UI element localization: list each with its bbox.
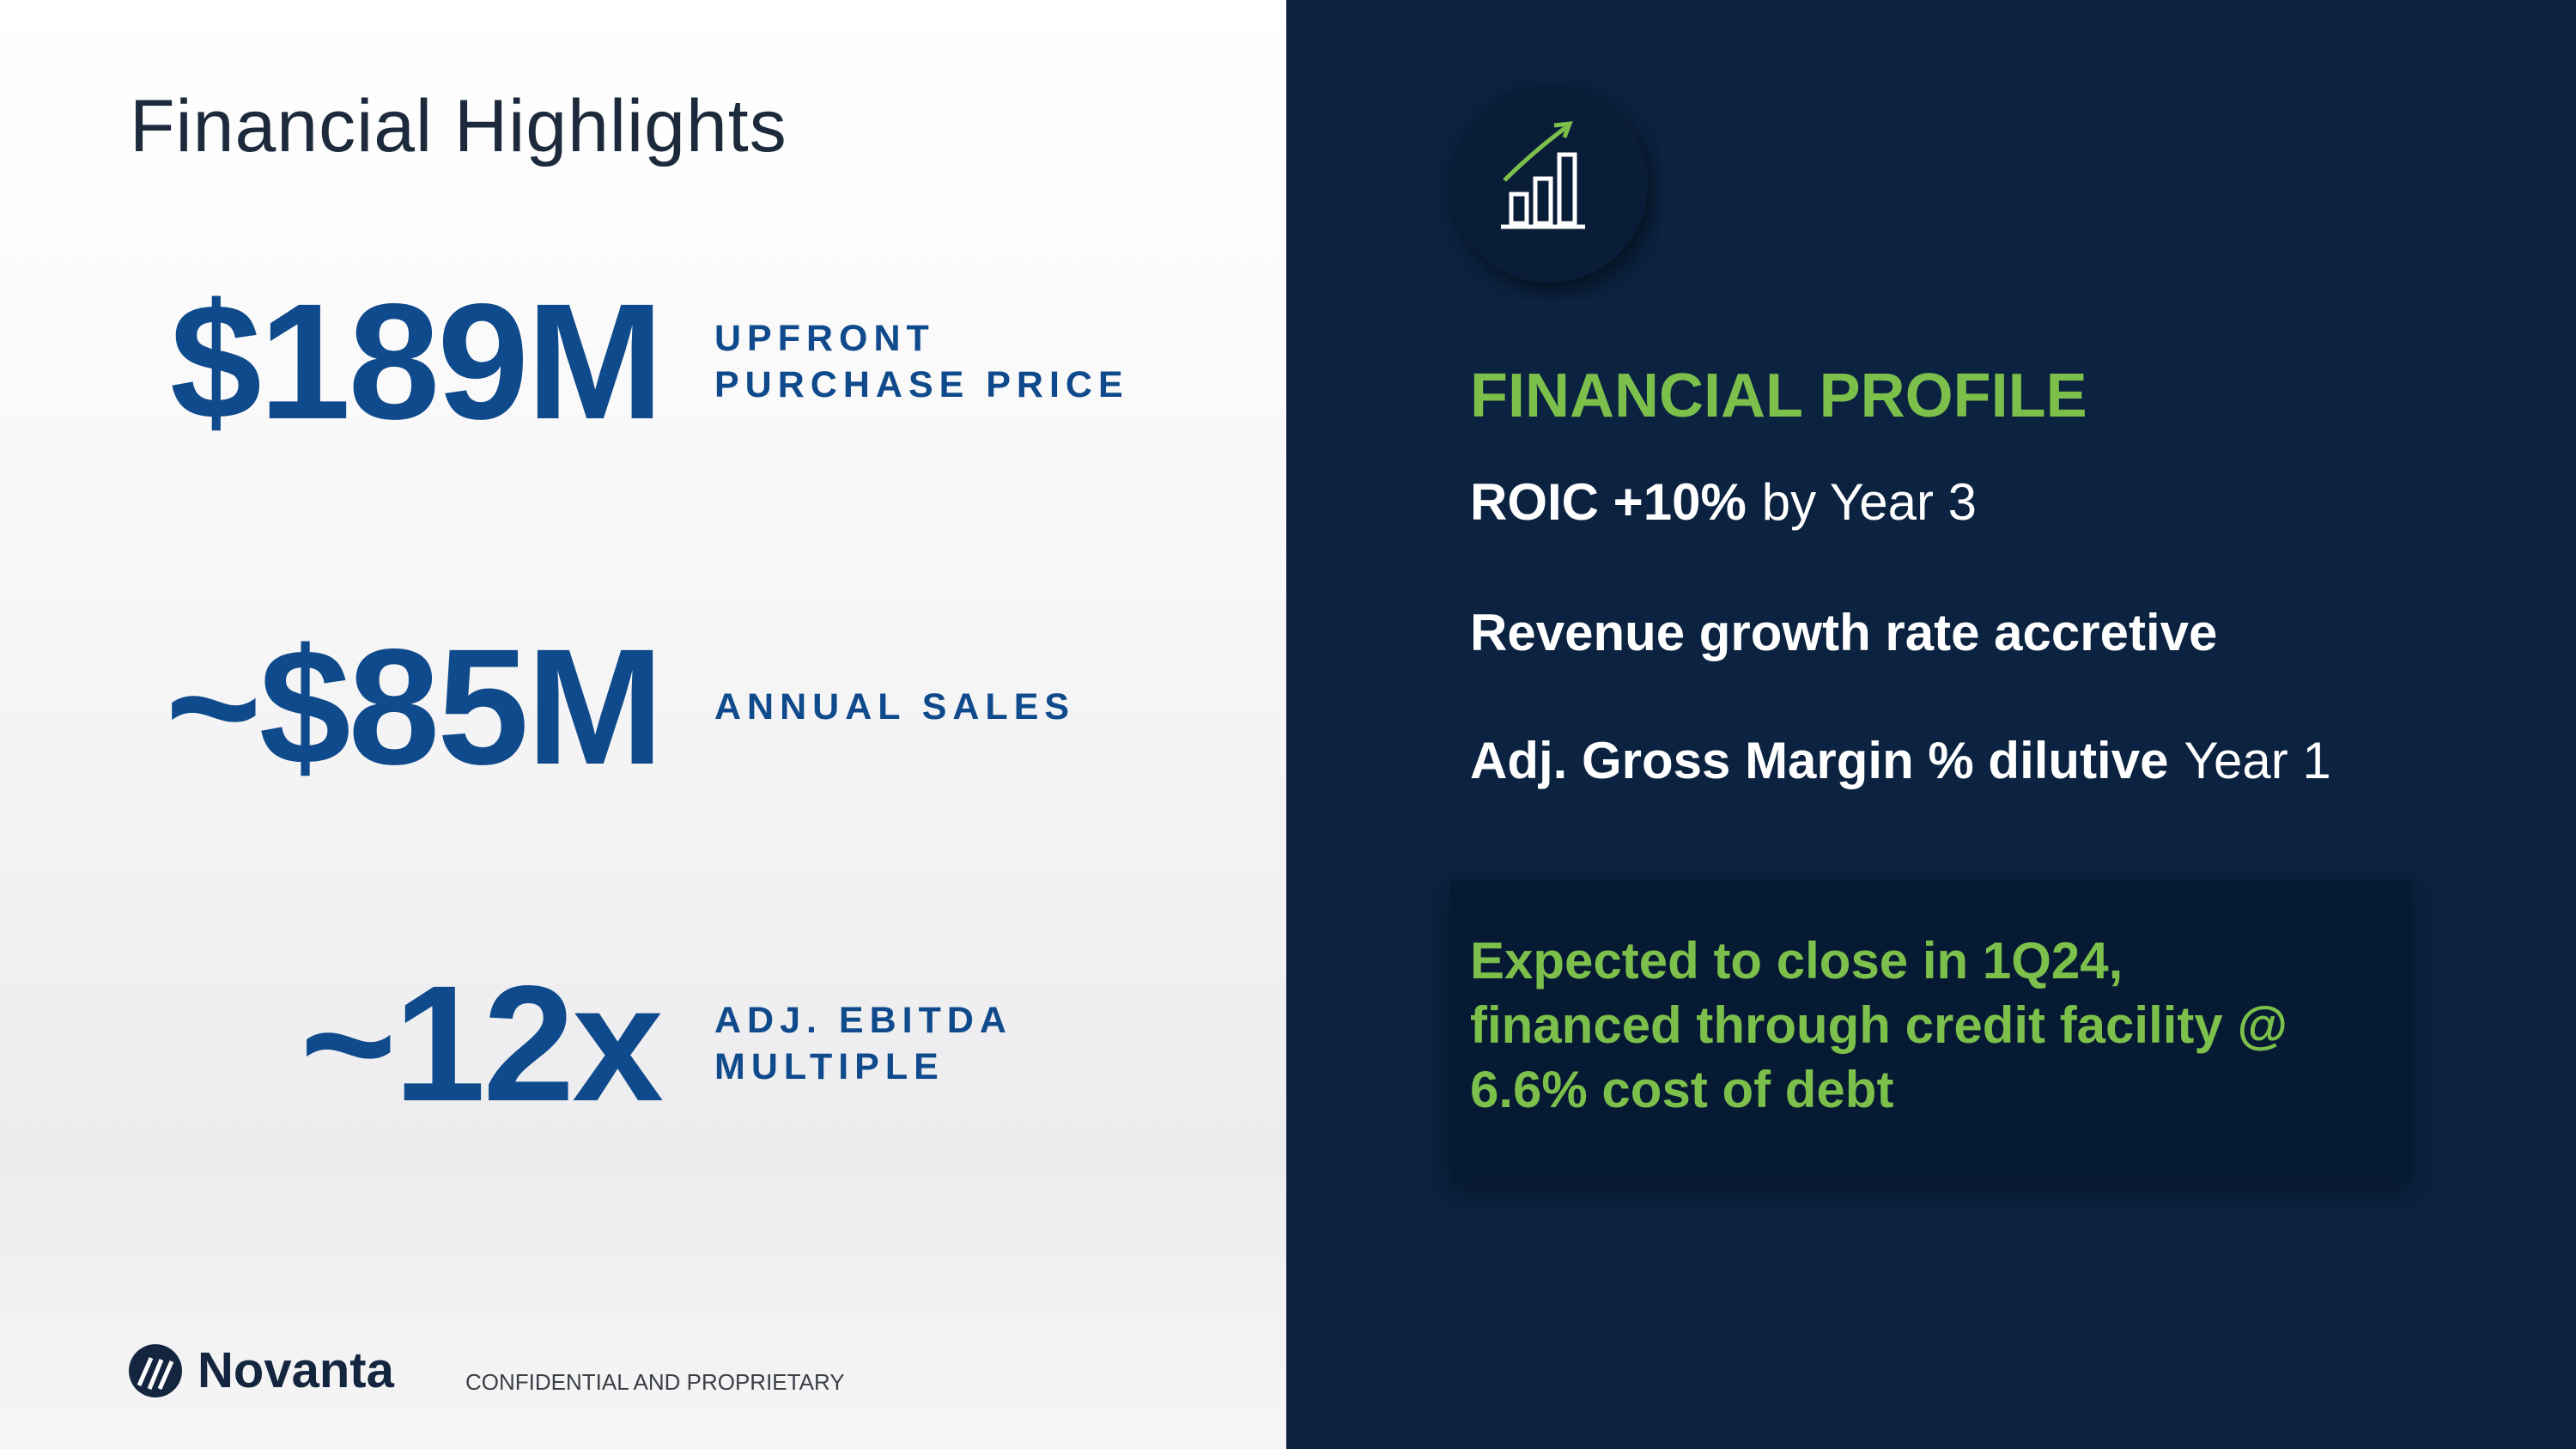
item-regular: Year 1 (2184, 732, 2331, 789)
notice: CONFIDENTIAL AND PROPRIETARY (465, 1369, 845, 1395)
logo: Novanta (197, 1342, 394, 1398)
note-line: Expected to close in 1Q24, (1470, 932, 2123, 989)
profile-item: Revenue growth rate accretive (1470, 603, 2217, 663)
item-bold: Adj. Gross Margin % dilutive (1470, 732, 2169, 789)
slide-title: Financial Highlights (130, 85, 787, 167)
metric-label: ADJ. EBITDA MULTIPLE (714, 997, 1012, 1090)
metric: $189M UPFRONT PURCHASE PRICE (0, 259, 1286, 465)
logo-mark (129, 1344, 182, 1397)
metric-label-line: PURCHASE PRICE (714, 364, 1129, 405)
chart-icon (1450, 85, 1648, 283)
profile-item: Adj. Gross Margin % dilutive Year 1 (1470, 731, 2331, 791)
metric-label: ANNUAL SALES (714, 684, 1075, 730)
right-panel (1286, 0, 2576, 1449)
left-panel: Financial Highlights $189M UPFRONT PURCHAS… (0, 0, 1286, 1449)
note-box (1450, 880, 2412, 1183)
metric-value: ~$85M (165, 614, 664, 799)
metric-label-line: UPFRONT (714, 318, 935, 359)
metric: ~$85M ANNUAL SALES (0, 604, 1286, 810)
item-bold: Revenue growth rate accretive (1470, 604, 2218, 661)
profile-heading: FINANCIAL PROFILE (1470, 362, 2087, 430)
note-line: 6.6% cost of debt (1470, 1061, 1894, 1118)
profile-item: ROIC +10% by Year 3 (1470, 472, 1977, 533)
note-line: financed through credit facility @ (1470, 996, 2287, 1054)
metric-value: ~12x (300, 951, 664, 1135)
metric: ~12x ADJ. EBITDA MULTIPLE (0, 941, 1286, 1147)
metric-label-line: ANNUAL SALES (714, 686, 1076, 728)
item-regular: by Year 3 (1761, 473, 1978, 531)
metric-value: $189M (169, 269, 664, 454)
metric-label-line: ADJ. EBITDA (714, 1000, 1012, 1041)
metric-label-line: MULTIPLE (714, 1046, 945, 1087)
metric-label: UPFRONT PURCHASE PRICE (714, 315, 1129, 408)
item-bold: ROIC +10% (1470, 473, 1747, 531)
